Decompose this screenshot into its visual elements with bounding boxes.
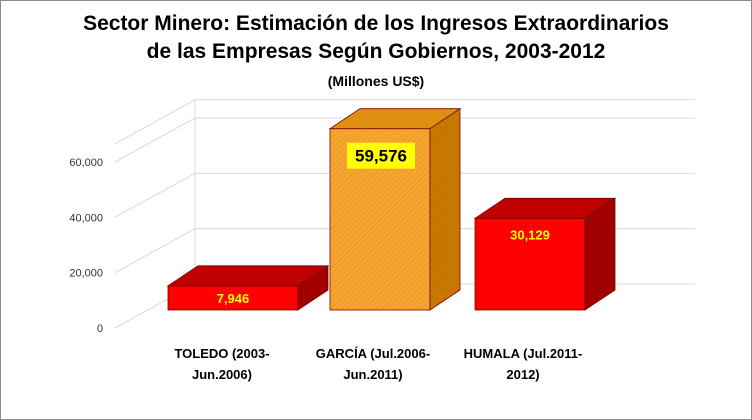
gridline-depth bbox=[114, 117, 196, 163]
bar: 59,576 bbox=[328, 107, 462, 311]
y-tick-label: 60,000 bbox=[69, 157, 103, 169]
data-label: 59,576 bbox=[355, 147, 407, 166]
bar-front bbox=[167, 285, 299, 311]
data-label: 7,946 bbox=[217, 291, 250, 306]
chart-title-line-2: de las Empresas Según Gobiernos, 2003-20… bbox=[146, 40, 606, 63]
gridline-depth bbox=[114, 172, 196, 218]
y-tick-label: 0 bbox=[97, 323, 103, 335]
bar-side bbox=[297, 265, 329, 311]
category-label: Jun.2011) bbox=[343, 367, 402, 382]
category-label: Jun.2006) bbox=[192, 367, 252, 382]
bar-hatch bbox=[430, 108, 460, 311]
y-tick-label: 20,000 bbox=[69, 268, 103, 280]
chart-title: Sector Minero: Estimación de los Ingreso… bbox=[0, 10, 752, 66]
category-label: HUMALA (Jul.2011- bbox=[464, 346, 583, 361]
gridline-depth bbox=[114, 99, 196, 145]
chart-title-line-1: Sector Minero: Estimación de los Ingreso… bbox=[83, 12, 669, 35]
bar-front bbox=[474, 217, 586, 311]
bar: 30,129 bbox=[473, 197, 617, 311]
category-label: GARCÍA (Jul.2006- bbox=[316, 346, 430, 361]
bar: 7,946 bbox=[166, 265, 330, 311]
y-axis: 0 20,000 40,000 60,000 bbox=[69, 157, 103, 335]
bar-side bbox=[584, 197, 616, 311]
category-label: 2012) bbox=[506, 367, 539, 382]
y-tick-label: 40,000 bbox=[69, 212, 103, 224]
data-label: 30,129 bbox=[510, 227, 550, 242]
chart-subtitle: (Millones US$) bbox=[327, 73, 425, 89]
gridline-depth bbox=[114, 228, 196, 274]
category-label: TOLEDO (2003- bbox=[174, 346, 269, 361]
data-label-box bbox=[347, 142, 415, 169]
bars: 7,946 59,576 30,129 bbox=[166, 107, 617, 311]
category-labels: TOLEDO (2003- Jun.2006) GARCÍA (Jul.2006- J… bbox=[174, 346, 582, 382]
